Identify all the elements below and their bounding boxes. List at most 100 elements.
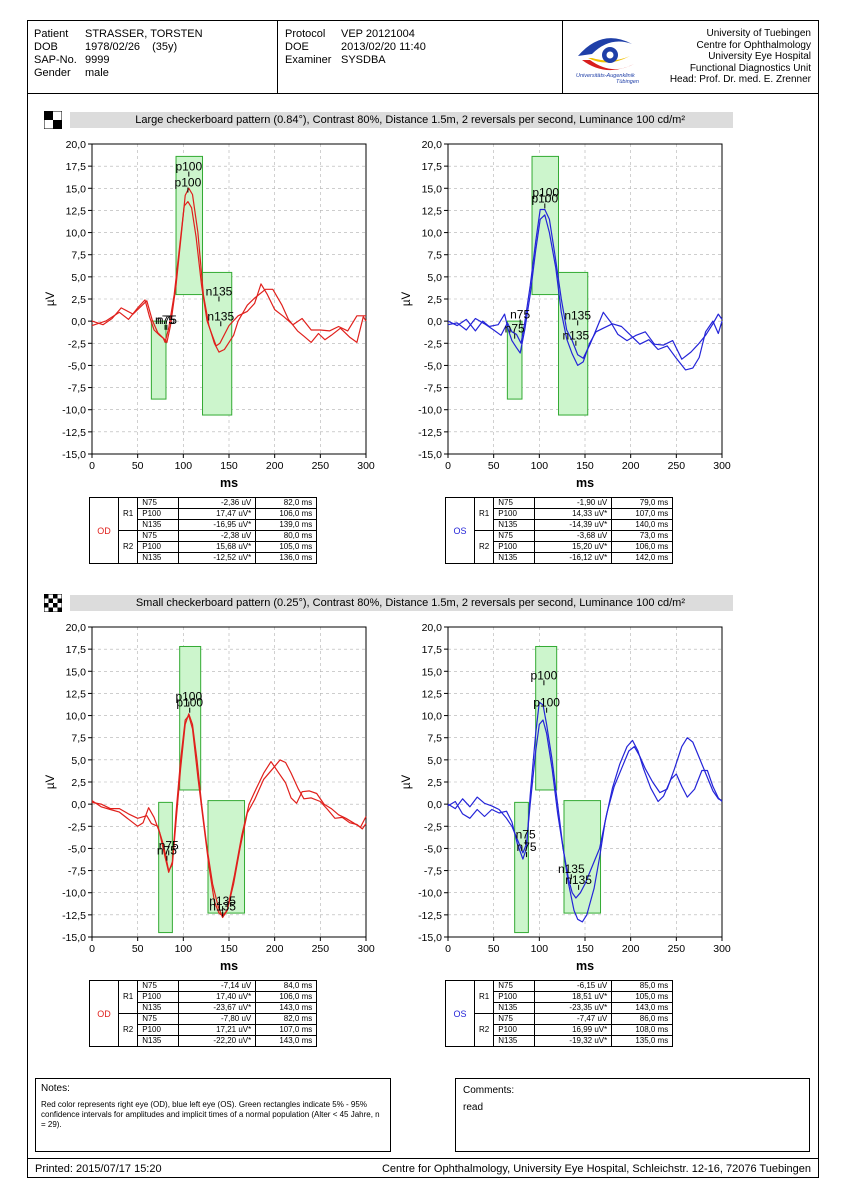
norm-range-box [202, 271, 233, 416]
amplitude-cell: -23,35 uV* [534, 1002, 613, 1014]
y-tick-label: 20,0 [66, 139, 87, 151]
peak-label-n75: n75 [159, 838, 179, 852]
sap-value: 9999 [85, 54, 110, 66]
wave-cell: P100 [493, 1024, 536, 1036]
x-tick-label: 0 [89, 460, 95, 472]
table-row: N135 -16,95 uV* 139,0 ms [90, 519, 318, 531]
wave-cell: N75 [493, 530, 536, 542]
peak-label-n135: n135 [563, 329, 590, 343]
peak-label-p100: p100 [176, 696, 203, 710]
wave-cell: P100 [137, 508, 180, 520]
table-row: P100 18,51 uV* 105,0 ms [446, 991, 674, 1003]
amplitude-cell: -14,39 uV* [534, 519, 613, 531]
logo-text-1: Universitäts-Augenklinik [576, 73, 635, 79]
amplitude-cell: -2,38 uV [178, 530, 257, 542]
report-header: Patient STRASSER, TORSTEN DOB 1978/02/26 (3… [27, 20, 819, 94]
eye-hospital-logo: Universitäts-Augenklinik Tübingen [576, 38, 639, 85]
latency-cell: 105,0 ms [255, 541, 318, 553]
gender-value: male [85, 67, 109, 79]
comments-box: Comments: read [455, 1078, 810, 1152]
wave-cell: P100 [493, 991, 536, 1003]
os-trace-2 [447, 208, 723, 360]
wave-cell: N75 [493, 1013, 536, 1025]
wave-cell: N75 [137, 530, 180, 542]
os-trace-2 [447, 701, 723, 923]
latency-cell: 107,0 ms [255, 1024, 318, 1036]
y-tick-label: -5,0 [68, 843, 86, 855]
footer-address: Centre for Ophthalmology, University Eye… [381, 1163, 811, 1175]
y-tick-label: -2,5 [424, 338, 442, 350]
recording-cell: R2 [117, 1013, 139, 1047]
recording-cell: R1 [117, 980, 139, 1014]
y-tick-label: 15,0 [66, 666, 87, 678]
y-tick-label: 17,5 [66, 644, 87, 656]
y-tick-label: -5,0 [68, 360, 86, 372]
peak-label-n135: n135 [558, 862, 585, 876]
x-tick-label: 300 [357, 943, 375, 955]
latency-cell: 143,0 ms [611, 1002, 674, 1014]
od-trace-2 [91, 201, 366, 347]
y-tick-label: -2,5 [68, 821, 86, 833]
chart-small-os: -15,0 -12,5 -10,0 -7,5 -5,0 -2,5 0,0 2,5 5,0 7,5 1… [401, 622, 731, 973]
notes-title: Notes: [41, 1083, 70, 1094]
patient-label: Patient [34, 28, 69, 40]
eye-cell: OS [445, 980, 475, 1047]
x-tick-label: 0 [445, 943, 451, 955]
latency-cell: 140,0 ms [611, 519, 674, 531]
comments-text: read [463, 1102, 484, 1113]
institution-info: Universitäts-Augenklinik Tübingen Univer… [562, 20, 819, 93]
y-tick-label: 2,5 [71, 294, 86, 306]
plot-frame [91, 626, 367, 938]
eye-cell: OD [89, 980, 119, 1047]
x-tick-label: 200 [622, 460, 640, 472]
amplitude-cell: 15,20 uV* [534, 541, 613, 553]
x-tick-label: 50 [488, 943, 500, 955]
table-row: P100 17,40 uV* 106,0 ms [90, 991, 318, 1003]
plot-frame [447, 626, 723, 938]
norm-range-box [175, 155, 204, 296]
large-checkerboard-icon [44, 111, 62, 129]
sap-label: SAP-No. [34, 54, 77, 66]
amplitude-cell: 16,99 uV* [534, 1024, 613, 1036]
chart-large-od: -15,0 -12,5 -10,0 -7,5 -5,0 -2,5 0,0 2,5 5,0 7,5 1… [45, 139, 375, 490]
y-tick-label: 17,5 [422, 644, 443, 656]
y-tick-label: -12,5 [418, 427, 442, 439]
x-tick-label: 200 [266, 943, 284, 955]
wave-cell: P100 [137, 1024, 180, 1036]
x-tick-label: 250 [312, 943, 330, 955]
latency-cell: 84,0 ms [255, 980, 318, 992]
y-tick-label: -5,0 [424, 843, 442, 855]
peak-label-n135: n135 [209, 894, 236, 908]
wave-cell: P100 [137, 541, 180, 553]
amplitude-cell: -12,52 uV* [178, 552, 257, 564]
amplitude-cell: -16,95 uV* [178, 519, 257, 531]
table-row: R2 N75 -3,68 uV 73,0 ms [446, 530, 674, 564]
peak-label-p100: p100 [531, 668, 558, 682]
y-tick-label: -5,0 [424, 360, 442, 372]
y-tick-label: 2,5 [427, 777, 442, 789]
y-tick-label: -2,5 [68, 338, 86, 350]
os-trace-1 [447, 214, 723, 371]
wave-cell: N135 [137, 1002, 180, 1014]
table-row: N135 -16,12 uV* 142,0 ms [446, 552, 674, 564]
amplitude-cell: -6,15 uV [534, 980, 613, 992]
table-row: N135 -12,52 uV* 136,0 ms [90, 552, 318, 564]
table-row: R2 N75 -2,38 uV 80,0 ms [90, 530, 318, 564]
norm-range-box [514, 801, 529, 934]
y-tick-label: -7,5 [68, 383, 86, 395]
y-tick-label: 10,0 [66, 228, 87, 240]
y-tick-label: 5,0 [427, 272, 442, 284]
gender-label: Gender [34, 67, 71, 79]
table-row: R2 N75 -7,47 uV 86,0 ms [446, 1013, 674, 1047]
peak-label-p100: p100 [175, 176, 202, 190]
comments-title: Comments: [463, 1085, 515, 1096]
y-tick-label: -12,5 [62, 427, 86, 439]
amplitude-cell: -22,20 uV* [178, 1035, 257, 1047]
amplitude-cell: -1,90 uV [534, 497, 613, 509]
wave-cell: N135 [137, 552, 180, 564]
latency-cell: 142,0 ms [611, 552, 674, 564]
table-row: N135 -19,32 uV* 135,0 ms [446, 1035, 674, 1047]
y-tick-label: 5,0 [71, 755, 86, 767]
amplitude-cell: -16,12 uV* [534, 552, 613, 564]
wave-cell: P100 [137, 991, 180, 1003]
